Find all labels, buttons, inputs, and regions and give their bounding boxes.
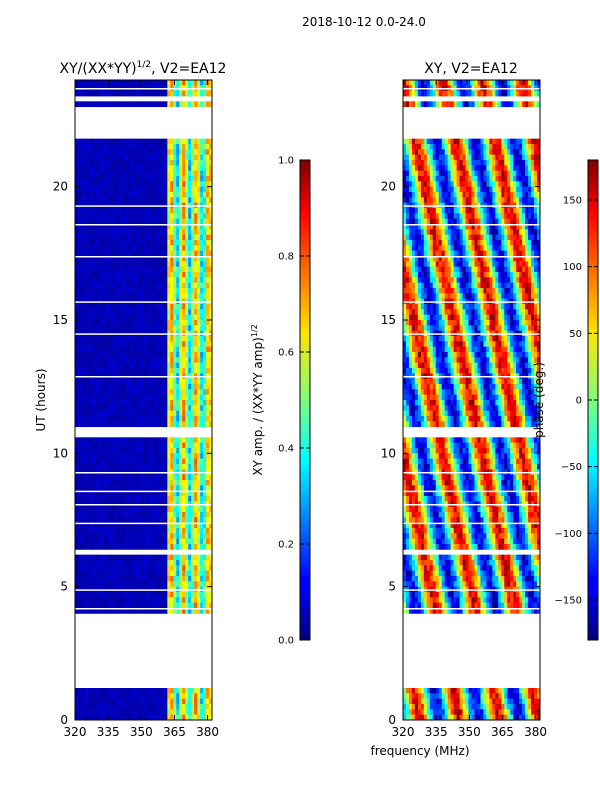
phase-ytick-label: 0 — [388, 713, 396, 727]
amplitude-axes-frame — [74, 79, 213, 721]
amplitude-xtick-label: 365 — [163, 725, 186, 739]
phase-ytick-label: 15 — [381, 313, 396, 327]
phase-colorbar-tick-label: −100 — [555, 529, 582, 540]
amplitude-xtick-label: 320 — [64, 725, 87, 739]
phase-panel-title: XY, V2=EA12 — [424, 61, 518, 77]
amplitude-ytick-label: 5 — [60, 580, 68, 594]
phase-heatmap — [403, 80, 540, 720]
amplitude-colorbar-gradient — [299, 159, 311, 641]
amplitude-xtick-label: 380 — [196, 725, 219, 739]
amplitude-colorbar-tick-label: 0.4 — [278, 444, 294, 455]
amplitude-colorbar-tick-label: 0.0 — [278, 636, 294, 647]
phase-axes-frame — [402, 79, 541, 721]
phase-colorbar-tick-label: 100 — [563, 262, 582, 273]
phase-xlabel: frequency (MHz) — [370, 744, 469, 758]
amplitude-colorbar-tick-label: 1.0 — [278, 156, 294, 167]
phase-colorbar-tick-label: 0 — [576, 396, 582, 407]
phase-xtick-label: 350 — [458, 725, 481, 739]
amplitude-ytick-label: 15 — [53, 313, 68, 327]
amplitude-ylabel: UT (hours) — [34, 368, 48, 431]
phase-panel: XY, V2=EA12 320 335 350 365 380 0 5 10 15 20 freq… — [370, 61, 547, 758]
amplitude-panel-title: XY/(XX*YY)1/2, V2=EA12 — [60, 60, 227, 77]
amplitude-panel: XY/(XX*YY)1/2, V2=EA12 320 335 350 365 380 0 5… — [34, 60, 226, 739]
amplitude-ytick-label: 20 — [53, 180, 68, 194]
amplitude-colorbar-tick-label: 0.8 — [278, 252, 294, 263]
phase-colorbar-tick-label: 150 — [563, 196, 582, 207]
phase-xtick-label: 335 — [425, 725, 448, 739]
amplitude-colorbar-tick-label: 0.6 — [278, 348, 294, 359]
phase-xtick-label: 365 — [491, 725, 514, 739]
amplitude-colorbar-label: XY amp. / (XX*YY amp)1/2 — [250, 324, 265, 475]
amplitude-xtick-label: 335 — [97, 725, 120, 739]
phase-ytick-label: 20 — [381, 180, 396, 194]
phase-ytick-label: 5 — [388, 580, 396, 594]
phase-colorbar: −150 −100 −50 0 50 100 150 phase (deg.) — [532, 159, 599, 641]
amplitude-xtick-label: 350 — [130, 725, 153, 739]
phase-colorbar-label: phase (deg.) — [532, 362, 546, 438]
phase-xtick-label: 320 — [392, 725, 415, 739]
amplitude-colorbar-tick-label: 0.2 — [278, 540, 294, 551]
amplitude-colorbar: 0.0 0.2 0.4 0.6 0.8 1.0 XY amp. / (XX*YY amp)… — [250, 156, 311, 647]
amplitude-heatmap — [75, 80, 212, 720]
phase-colorbar-tick-label: −50 — [561, 462, 582, 473]
phase-xtick-label: 380 — [524, 725, 547, 739]
figure-suptitle: 2018-10-12 0.0-24.0 — [302, 15, 426, 29]
phase-colorbar-tick-label: 50 — [569, 329, 582, 340]
phase-colorbar-tick-label: −150 — [555, 596, 582, 607]
phase-ytick-label: 10 — [381, 446, 396, 460]
amplitude-ytick-label: 0 — [60, 713, 68, 727]
amplitude-ytick-label: 10 — [53, 446, 68, 460]
